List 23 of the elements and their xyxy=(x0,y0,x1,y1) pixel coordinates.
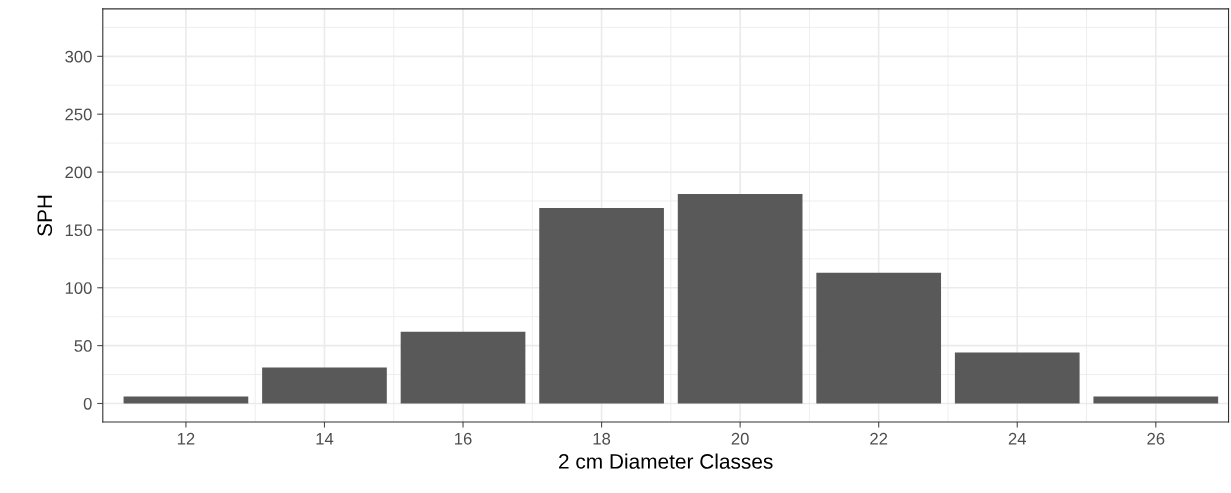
x-tick-label: 14 xyxy=(316,433,334,445)
y-tick-label: 300 xyxy=(65,50,92,63)
x-tick-label: 26 xyxy=(1147,432,1165,445)
x-tick-label: 24 xyxy=(1008,432,1027,445)
bar xyxy=(400,331,526,404)
y-tick-label: 200 xyxy=(65,166,92,179)
x-axis-title: 2 cm Diameter Classes xyxy=(559,453,773,469)
y-tick-label: 250 xyxy=(65,108,92,121)
x-tick-label: 22 xyxy=(870,432,888,445)
y-tick-label: 50 xyxy=(74,340,92,352)
bar xyxy=(262,367,387,404)
bar xyxy=(677,194,803,404)
x-tick-label: 20 xyxy=(731,432,749,445)
bar xyxy=(816,272,942,404)
y-tick-label: 100 xyxy=(65,282,92,294)
y-tick-label: 150 xyxy=(65,224,92,237)
bar xyxy=(539,207,664,404)
x-tick-label: 18 xyxy=(593,432,611,445)
x-tick-label: 16 xyxy=(455,432,472,445)
x-tick-label: 12 xyxy=(177,432,195,445)
y-axis-title: SPH xyxy=(37,195,53,236)
y-tick-label: 0 xyxy=(83,397,92,410)
bar xyxy=(954,352,1080,404)
